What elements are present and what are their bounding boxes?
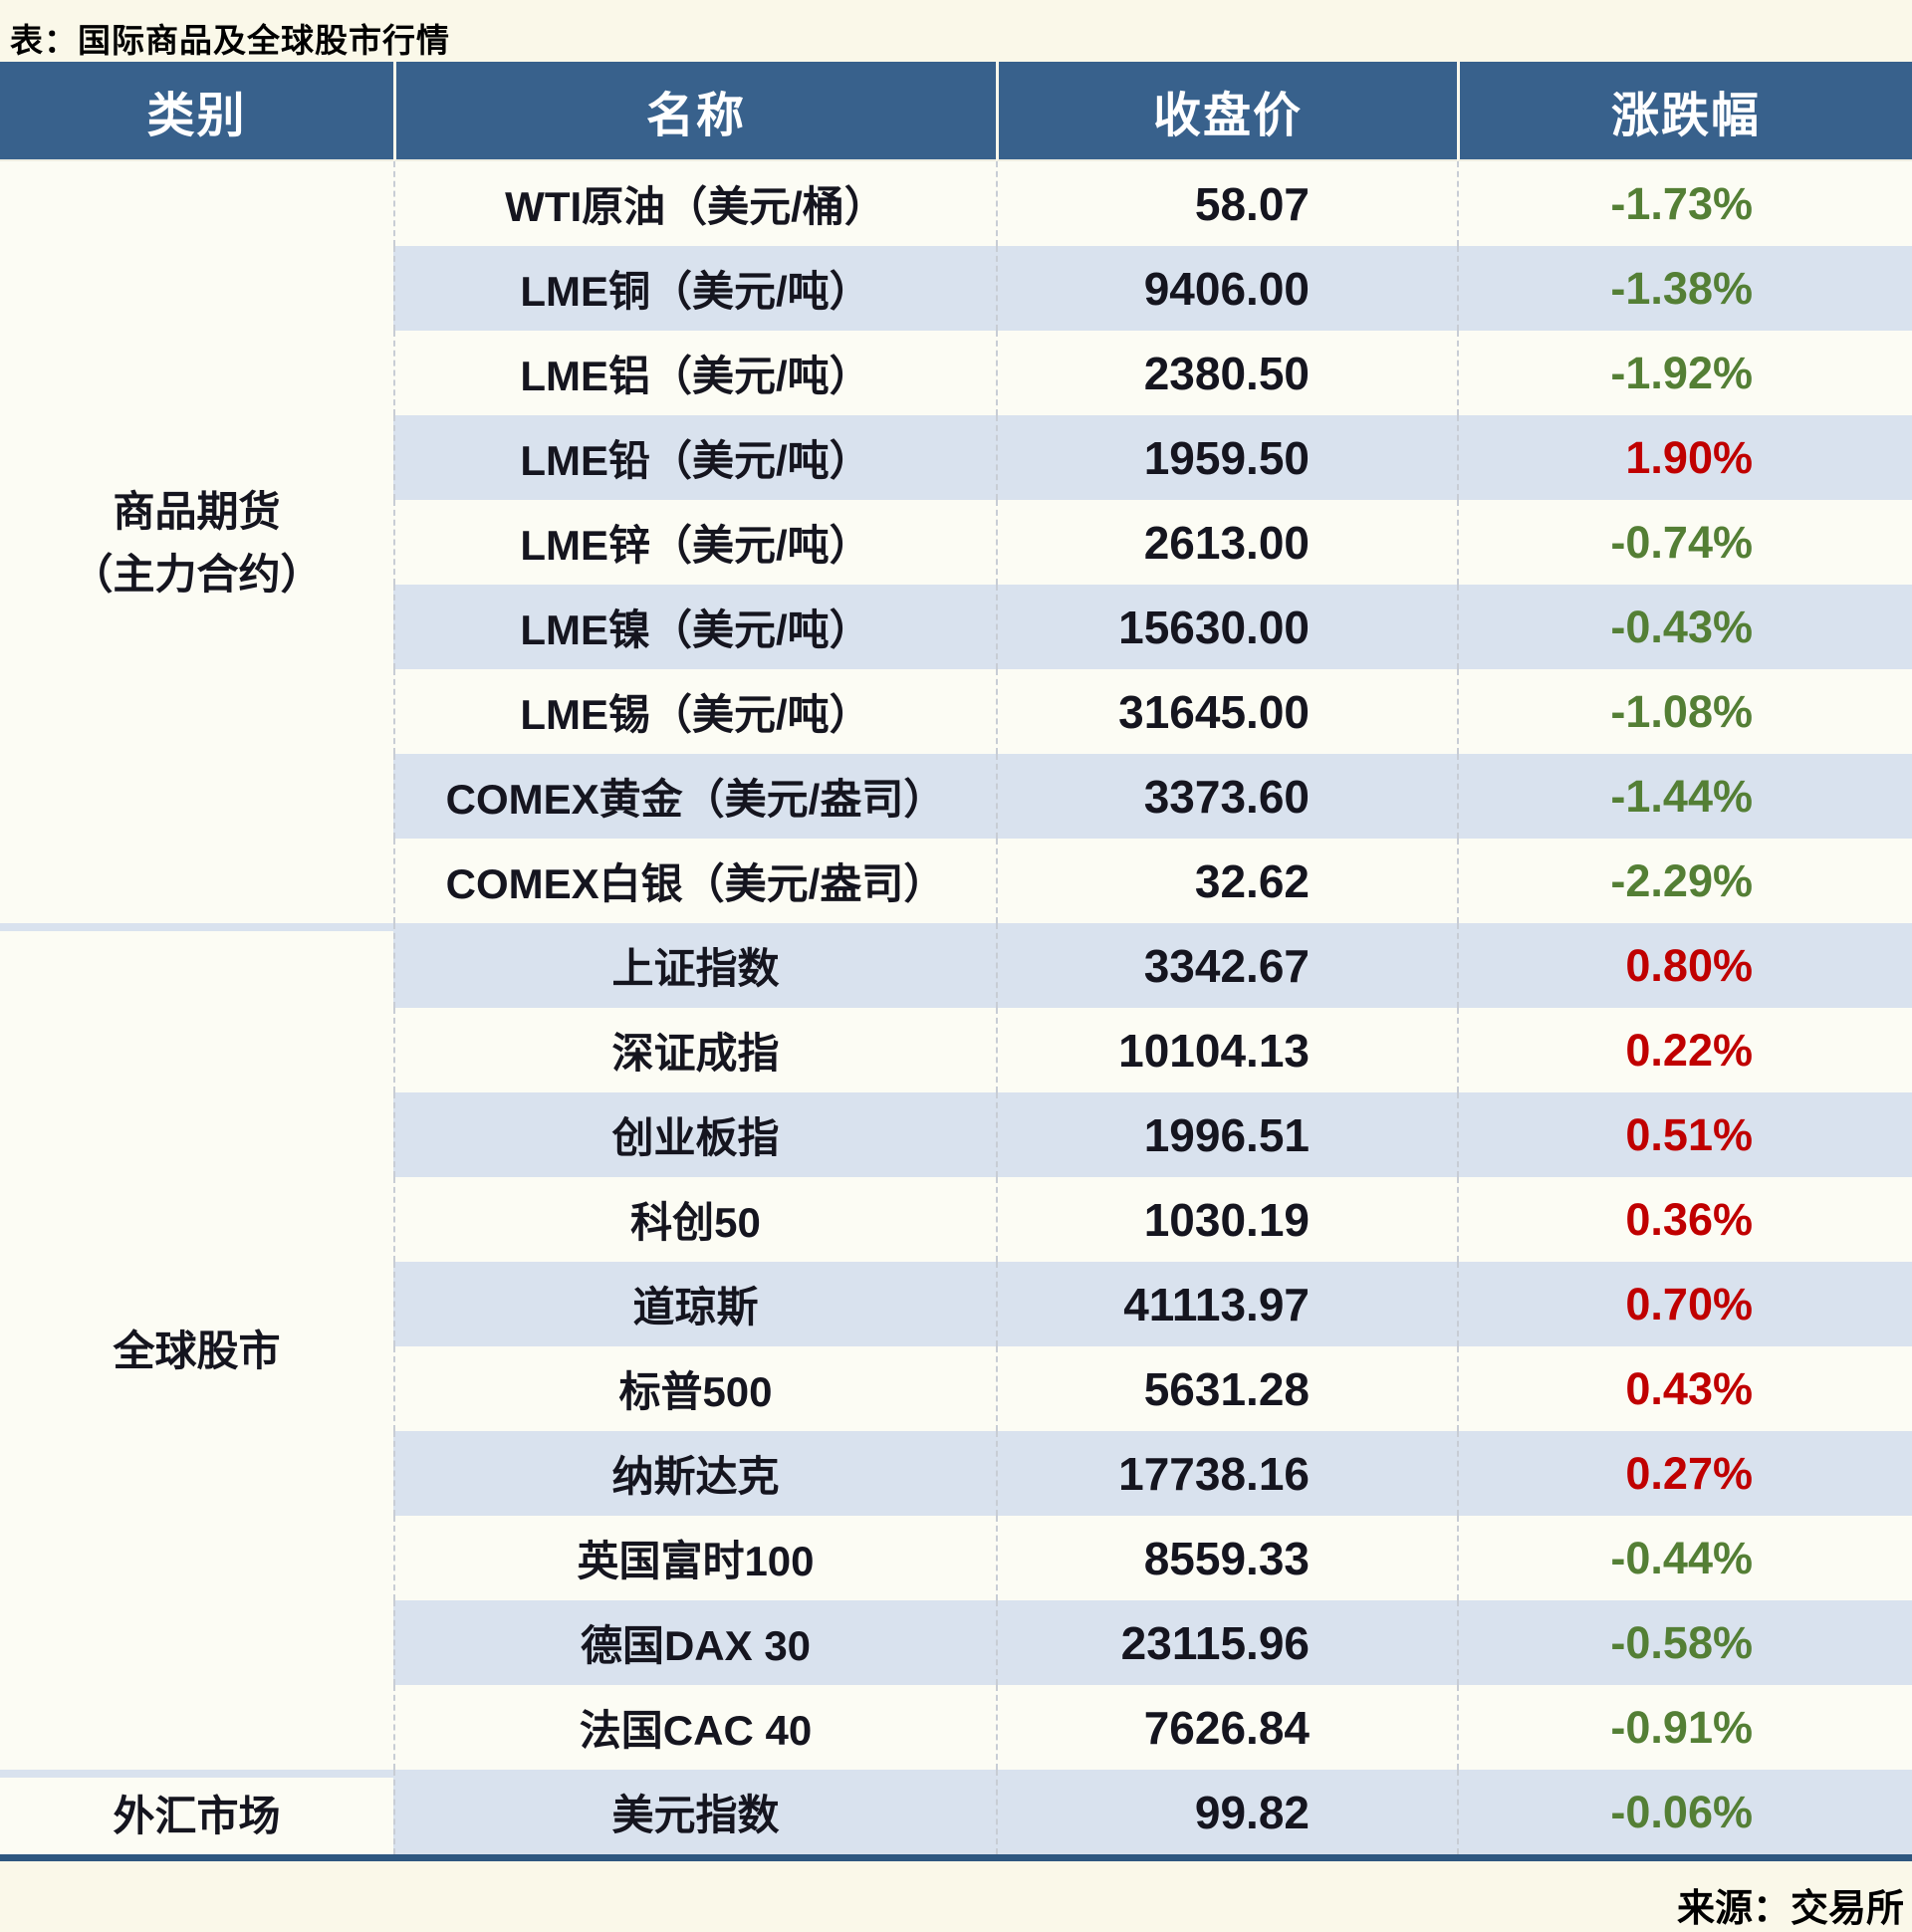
change-percent: -0.58% [1457, 1600, 1912, 1685]
change-percent: 0.22% [1457, 1008, 1912, 1092]
change-percent: -1.08% [1457, 669, 1912, 754]
source-note: 来源：交易所 [1676, 1888, 1904, 1930]
change-percent: -1.73% [1457, 161, 1912, 246]
instrument-name: 德国DAX 30 [393, 1600, 996, 1685]
change-percent: 0.70% [1457, 1262, 1912, 1346]
change-percent: 0.43% [1457, 1346, 1912, 1431]
category-label-line: 外汇市场 [113, 1793, 281, 1839]
change-percent: 1.90% [1457, 415, 1912, 500]
close-price: 17738.16 [996, 1431, 1457, 1516]
category-label-line: 商品期货 [113, 487, 281, 535]
instrument-name: 纳斯达克 [393, 1431, 996, 1516]
instrument-name: 道琼斯 [393, 1262, 996, 1346]
close-price: 31645.00 [996, 669, 1457, 754]
instrument-name: 上证指数 [393, 923, 996, 1008]
market-table: 类别 名称 收盘价 涨跌幅 商品期货 （主力合约） WTI原油（美元/桶） 58.07… [0, 62, 1912, 1854]
close-price: 3373.60 [996, 754, 1457, 839]
instrument-name: 深证成指 [393, 1008, 996, 1092]
instrument-name: WTI原油（美元/桶） [393, 161, 996, 246]
close-price: 3342.67 [996, 923, 1457, 1008]
close-price: 9406.00 [996, 246, 1457, 331]
close-price: 2613.00 [996, 500, 1457, 585]
close-price: 23115.96 [996, 1600, 1457, 1685]
change-percent: -1.38% [1457, 246, 1912, 331]
header-name: 名称 [393, 62, 996, 161]
change-percent: -0.91% [1457, 1685, 1912, 1770]
change-percent: -2.29% [1457, 839, 1912, 923]
page-title: 表：国际商品及全球股市行情 [10, 22, 450, 59]
instrument-name: 美元指数 [393, 1770, 996, 1854]
change-percent: 0.51% [1457, 1092, 1912, 1177]
change-percent: -0.43% [1457, 585, 1912, 669]
table-bottom-border [0, 1854, 1912, 1861]
close-price: 1030.19 [996, 1177, 1457, 1262]
change-percent: 0.27% [1457, 1431, 1912, 1516]
category-cell-2: 外汇市场 [0, 1770, 393, 1854]
change-percent: -1.44% [1457, 754, 1912, 839]
change-percent: -0.06% [1457, 1770, 1912, 1854]
category-cell-0: 商品期货 （主力合约） [0, 161, 393, 923]
change-percent: -0.44% [1457, 1516, 1912, 1600]
close-price: 5631.28 [996, 1346, 1457, 1431]
header-change: 涨跌幅 [1457, 62, 1912, 161]
instrument-name: LME锡（美元/吨） [393, 669, 996, 754]
header-close: 收盘价 [996, 62, 1457, 161]
close-price: 7626.84 [996, 1685, 1457, 1770]
category-label-line: （主力合约） [71, 550, 323, 598]
category-cell-1: 全球股市 [0, 923, 393, 1770]
change-percent: -0.74% [1457, 500, 1912, 585]
change-percent: 0.80% [1457, 923, 1912, 1008]
close-price: 1996.51 [996, 1092, 1457, 1177]
instrument-name: LME铝（美元/吨） [393, 331, 996, 415]
instrument-name: COMEX白银（美元/盎司） [393, 839, 996, 923]
close-price: 8559.33 [996, 1516, 1457, 1600]
instrument-name: LME镍（美元/吨） [393, 585, 996, 669]
close-price: 1959.50 [996, 415, 1457, 500]
close-price: 32.62 [996, 839, 1457, 923]
instrument-name: 法国CAC 40 [393, 1685, 996, 1770]
close-price: 15630.00 [996, 585, 1457, 669]
close-price: 41113.97 [996, 1262, 1457, 1346]
close-price: 2380.50 [996, 331, 1457, 415]
instrument-name: 英国富时100 [393, 1516, 996, 1600]
category-label-line: 全球股市 [113, 1327, 281, 1374]
header-category: 类别 [0, 62, 393, 161]
close-price: 58.07 [996, 161, 1457, 246]
instrument-name: LME铅（美元/吨） [393, 415, 996, 500]
change-percent: -1.92% [1457, 331, 1912, 415]
close-price: 99.82 [996, 1770, 1457, 1854]
instrument-name: 创业板指 [393, 1092, 996, 1177]
instrument-name: COMEX黄金（美元/盎司） [393, 754, 996, 839]
instrument-name: LME铜（美元/吨） [393, 246, 996, 331]
instrument-name: 标普500 [393, 1346, 996, 1431]
close-price: 10104.13 [996, 1008, 1457, 1092]
instrument-name: 科创50 [393, 1177, 996, 1262]
instrument-name: LME锌（美元/吨） [393, 500, 996, 585]
change-percent: 0.36% [1457, 1177, 1912, 1262]
